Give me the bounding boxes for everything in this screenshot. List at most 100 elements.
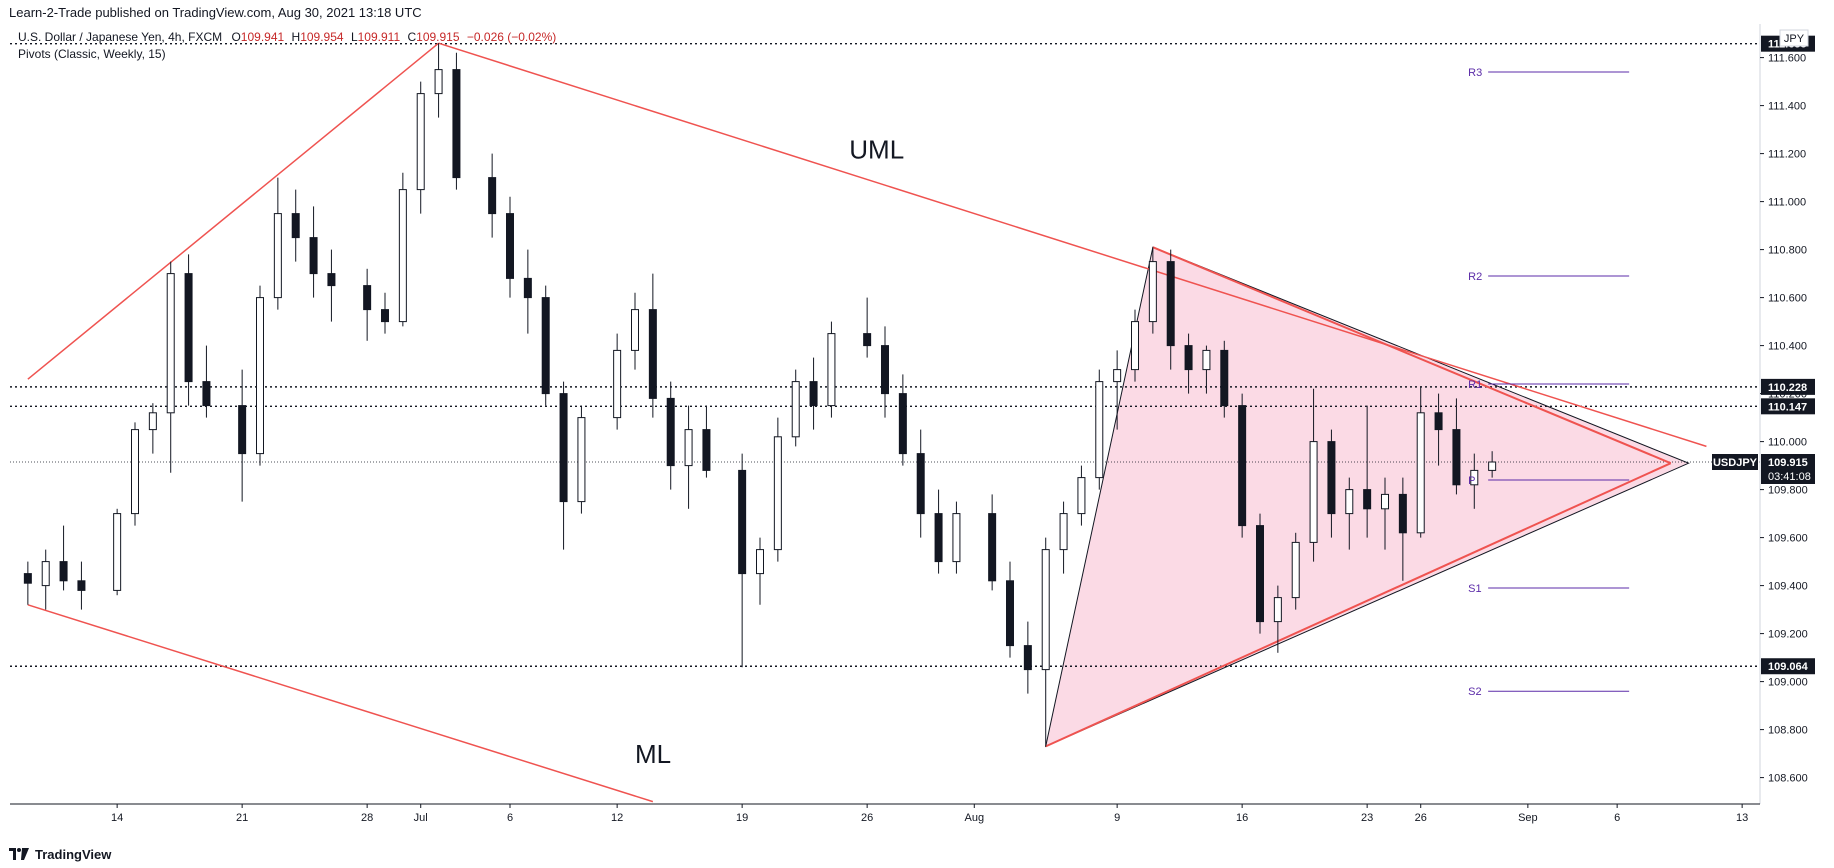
y-tick-label: 109.000 — [1768, 677, 1808, 689]
candle-body — [1416, 412, 1425, 534]
candle-body — [363, 285, 372, 311]
candle-body — [1131, 321, 1139, 371]
bar-countdown-label: 03:41:08 — [1768, 471, 1811, 483]
candle-body — [416, 93, 425, 191]
candle-body — [238, 405, 247, 455]
price-badge[interactable] — [1761, 398, 1815, 415]
legend-indicator[interactable]: Pivots (Classic, Weekly, 15) — [18, 47, 166, 61]
candle-body — [202, 381, 211, 407]
candle-body — [791, 381, 800, 438]
candle — [309, 206, 318, 298]
candle — [238, 369, 247, 502]
candle-body — [1256, 525, 1264, 623]
candle — [988, 494, 997, 591]
tradingview-logo-icon — [9, 848, 29, 860]
candle — [148, 403, 157, 454]
legend-open-label: O — [231, 30, 240, 44]
annotations-layer: UML ML — [635, 134, 904, 769]
candle-body — [131, 429, 139, 515]
pivot-label-r1: R1 — [1468, 379, 1482, 391]
trend-line-wedge_upper[interactable] — [1152, 246, 1672, 465]
candle-body — [559, 393, 568, 503]
candle-body — [952, 513, 961, 563]
y-tick-label: 108.800 — [1768, 725, 1808, 737]
candle-body — [773, 436, 782, 551]
price-badge[interactable] — [1761, 658, 1815, 675]
candle — [1131, 309, 1139, 382]
candle-body — [1327, 441, 1336, 515]
x-tick-label: 14 — [111, 812, 123, 824]
x-tick-label: 19 — [736, 812, 748, 824]
candle-body — [1488, 461, 1497, 471]
candle-body — [488, 177, 497, 215]
candle-body — [1095, 381, 1104, 479]
candle — [1238, 393, 1247, 538]
trend-line-wedge_lower[interactable] — [1045, 462, 1672, 748]
candle-body — [523, 277, 532, 299]
candle-body — [898, 393, 907, 455]
x-tick-label: 9 — [1114, 812, 1120, 824]
annotation-uml[interactable]: UML — [849, 134, 904, 164]
candle-body — [1059, 513, 1068, 551]
symbol-badge[interactable] — [1712, 454, 1758, 470]
candle — [1006, 561, 1014, 658]
candle-body — [756, 549, 764, 575]
candle-body — [1077, 477, 1086, 515]
candle — [1256, 513, 1264, 634]
candle — [113, 508, 122, 596]
legend-open-value: 109.941 — [241, 30, 285, 44]
price-axis[interactable]: 108.600 108.800 109.000 109.200 109.400 109.6… — [1760, 53, 1808, 785]
candle-body — [1452, 429, 1461, 486]
y-tick-label: 109.200 — [1768, 629, 1808, 641]
candle-body — [1398, 493, 1407, 534]
candle — [1166, 249, 1175, 370]
pivots-layer: R3 R2 R1 P S1 S2 — [1468, 67, 1630, 698]
price-badge[interactable] — [1761, 378, 1815, 395]
x-tick-label: 6 — [507, 812, 513, 824]
candle-body — [666, 397, 675, 467]
pivot-label-s1: S1 — [1468, 583, 1481, 595]
annotation-ml[interactable]: ML — [635, 739, 671, 769]
candle-body — [738, 469, 747, 575]
trend-lines-layer — [27, 42, 1707, 803]
candle-body — [452, 69, 461, 179]
candle — [1041, 537, 1050, 747]
candle-body — [1202, 349, 1211, 371]
trend-line-upper[interactable] — [27, 42, 440, 380]
candle-body — [1184, 345, 1193, 371]
candle-body — [1166, 261, 1175, 347]
candle-body — [988, 513, 997, 582]
x-tick-label: Aug — [964, 812, 984, 824]
last-price-badge[interactable] — [1761, 454, 1815, 484]
time-axis[interactable]: 14 21 28 Jul 6 12 19 26 Aug 9 16 23 26 Sep 6 13 — [111, 804, 1748, 824]
x-tick-label: 21 — [236, 812, 248, 824]
x-tick-label: Jul — [414, 812, 428, 824]
candle — [506, 196, 514, 298]
candle-body — [327, 273, 336, 287]
x-tick-label: 26 — [861, 812, 873, 824]
candle — [666, 381, 675, 490]
candle-body — [1273, 597, 1282, 623]
candle — [256, 285, 264, 466]
trend-line-uml[interactable] — [438, 42, 1707, 448]
candle-body — [577, 417, 586, 503]
candle — [791, 369, 800, 447]
candle — [898, 374, 907, 466]
pivot-label-r2: R2 — [1468, 271, 1482, 283]
candle — [1309, 388, 1318, 562]
candle-body — [398, 189, 407, 323]
candle-body — [1148, 261, 1157, 323]
candle — [1470, 453, 1479, 509]
candle-body — [148, 412, 157, 431]
symbol-badge-label: USDJPY — [1713, 457, 1758, 469]
legend-low-value: 109.911 — [358, 30, 401, 44]
x-tick-label: Sep — [1518, 812, 1538, 824]
y-tick-label: 110.400 — [1768, 341, 1807, 353]
footer-brand[interactable]: TradingView — [35, 846, 112, 862]
candle — [59, 525, 68, 591]
trend-line-ml[interactable] — [27, 604, 654, 803]
candle — [327, 249, 336, 322]
currency-badge[interactable] — [1779, 29, 1809, 47]
x-tick-label: 16 — [1236, 812, 1248, 824]
